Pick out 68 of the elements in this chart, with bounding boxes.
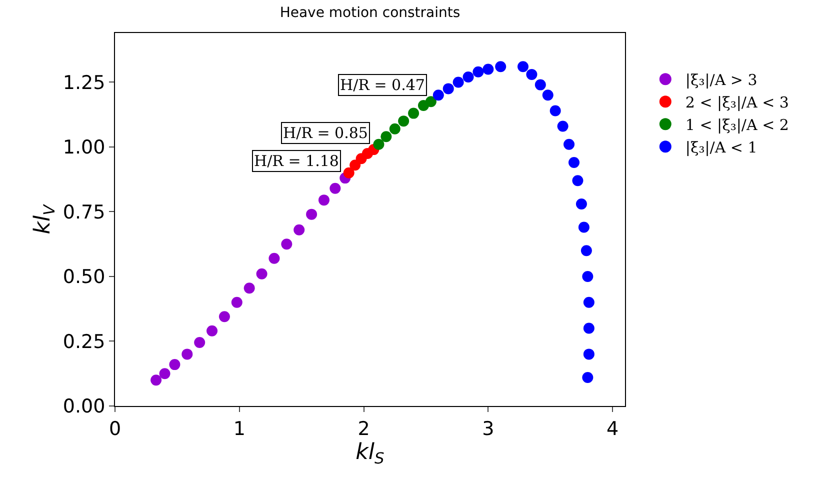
point	[281, 238, 292, 250]
point	[425, 96, 436, 108]
point	[408, 108, 420, 119]
point	[482, 64, 494, 75]
x-tick-label: 3	[482, 418, 494, 440]
point	[206, 325, 218, 336]
point	[159, 368, 170, 380]
point	[462, 72, 474, 83]
y-tick-label: 0.50	[62, 266, 106, 288]
point	[343, 167, 354, 178]
y-tick-label: 0.25	[62, 330, 106, 353]
point	[495, 61, 506, 72]
point	[572, 175, 584, 186]
point	[542, 90, 554, 101]
point	[194, 337, 206, 348]
chart-title: Heave motion constraints	[280, 4, 460, 21]
point	[389, 123, 400, 134]
annotation: H/R = 0.47	[340, 76, 425, 94]
y-tick-label: 0.00	[62, 396, 106, 418]
point	[318, 194, 330, 206]
point	[398, 116, 410, 127]
point	[576, 198, 587, 210]
x-tick-label: 1	[233, 418, 246, 440]
point	[534, 79, 546, 90]
point	[580, 245, 592, 256]
point	[583, 348, 594, 360]
point	[578, 222, 590, 233]
point	[350, 160, 361, 171]
legend-label: 1 < |ξ₃|/A < 2	[685, 116, 789, 134]
point	[582, 270, 594, 282]
point	[169, 359, 180, 370]
legend-label: |ξ₃|/A > 3	[685, 70, 758, 89]
point	[182, 348, 193, 360]
point	[218, 311, 230, 322]
annotation: H/R = 0.85	[283, 124, 368, 142]
x-tick-label: 0	[108, 418, 122, 440]
point	[442, 83, 454, 94]
point	[373, 138, 384, 150]
y-tick-label: 0.75	[62, 201, 106, 224]
point	[557, 120, 568, 132]
x-tick-label: 4	[606, 418, 619, 440]
point	[231, 296, 242, 308]
point	[244, 282, 255, 294]
x-tick-label: 2	[358, 418, 370, 440]
point	[256, 268, 268, 280]
legend-label: |ξ₃|/A < 1	[685, 138, 758, 156]
point	[268, 252, 280, 264]
point	[582, 372, 594, 384]
point	[550, 105, 561, 116]
point	[583, 296, 594, 308]
point	[568, 157, 580, 168]
y-tick-label: 1.00	[62, 136, 106, 159]
point	[306, 208, 318, 220]
point	[150, 374, 162, 386]
point	[526, 68, 538, 80]
point	[472, 66, 484, 78]
point	[452, 76, 464, 88]
point	[330, 182, 341, 194]
annotation: H/R = 1.18	[254, 152, 339, 170]
x-axis-title: kl$_{S}$	[356, 440, 385, 468]
point	[432, 90, 444, 101]
point	[294, 224, 305, 236]
point	[380, 131, 392, 142]
y-tick-label: 1.25	[62, 72, 106, 94]
legend-label: 2 < |ξ₃|/A < 3	[685, 93, 789, 112]
point	[564, 138, 575, 150]
point	[518, 61, 528, 72]
point	[583, 322, 594, 334]
